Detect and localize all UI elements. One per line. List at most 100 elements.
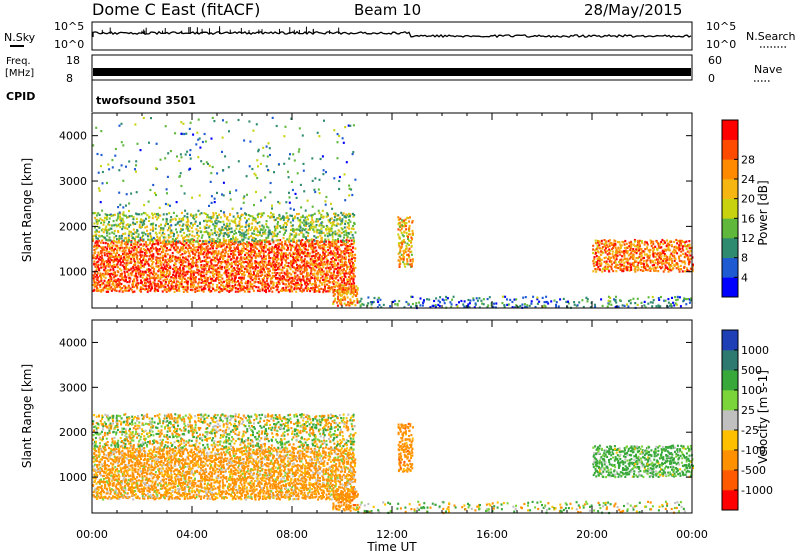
scatter-cell	[303, 223, 306, 226]
scatter-cell	[523, 303, 526, 306]
scatter-cell	[171, 251, 174, 255]
scatter-cell	[338, 253, 341, 256]
scatter-cell	[343, 295, 346, 298]
scatter-cell	[138, 223, 141, 226]
scatter-cell	[344, 250, 347, 253]
scatter-cell	[405, 222, 408, 225]
scatter-cell	[232, 235, 234, 238]
scatter-cell	[174, 287, 177, 291]
scatter-cell	[659, 253, 662, 256]
scatter-cell	[125, 237, 127, 240]
scatter-cell	[258, 212, 261, 215]
scatter-cell	[163, 270, 166, 273]
scatter-cell	[169, 254, 172, 257]
scatter-cell	[292, 251, 295, 254]
scatter-cell	[299, 270, 302, 273]
scatter-cell	[231, 207, 234, 210]
scatter-cell	[351, 193, 354, 197]
scatter-cell	[601, 246, 604, 249]
scatter-cell	[298, 245, 301, 248]
scatter-cell	[227, 232, 230, 235]
scatter-cell	[208, 285, 211, 288]
scatter-cell	[121, 287, 124, 290]
scatter-cell	[127, 272, 130, 275]
scatter-cell	[287, 170, 289, 173]
scatter-cell	[307, 252, 309, 255]
scatter-cell	[248, 222, 251, 226]
scatter-cell	[132, 221, 135, 224]
scatter-cell	[215, 212, 218, 215]
scatter-cell	[118, 256, 121, 259]
scatter-cell	[172, 287, 175, 290]
scatter-cell	[114, 258, 117, 261]
scatter-cell	[296, 281, 299, 284]
scatter-cell	[166, 192, 168, 195]
scatter-cell	[138, 240, 141, 243]
scatter-cell	[684, 252, 687, 255]
scatter-cell	[690, 257, 693, 260]
scatter-cell	[151, 242, 154, 245]
scatter-cell	[337, 271, 340, 274]
scatter-cell	[315, 249, 318, 252]
scatter-cell	[111, 224, 113, 227]
scatter-cell	[657, 252, 660, 255]
scatter-cell	[139, 248, 142, 251]
scatter-cell	[154, 227, 157, 230]
scatter-cell	[251, 219, 254, 222]
scatter-cell	[175, 201, 178, 204]
scatter-cell	[116, 282, 119, 285]
scatter-cell	[182, 256, 184, 259]
scatter-cell	[277, 242, 280, 245]
scatter-cell	[231, 242, 234, 245]
scatter-cell	[643, 243, 646, 246]
scatter-cell	[160, 282, 163, 285]
scatter-cell	[199, 258, 201, 261]
scatter-cell	[262, 267, 265, 270]
scatter-cell	[192, 281, 195, 284]
scatter-cell	[167, 284, 170, 287]
scatter-cell	[128, 246, 131, 249]
scatter-cell	[335, 254, 337, 257]
scatter-cell	[116, 238, 118, 241]
scatter-cell	[301, 242, 304, 245]
scatter-cell	[270, 211, 272, 214]
scatter-cell	[307, 272, 310, 275]
scatter-cell	[95, 256, 97, 259]
scatter-cell	[226, 229, 228, 232]
scatter-cell	[228, 234, 231, 237]
scatter-cell	[603, 239, 606, 242]
scatter-cell	[189, 149, 192, 152]
scatter-cell	[348, 260, 351, 263]
scatter-cell	[251, 286, 254, 289]
scatter-cell	[626, 251, 629, 255]
scatter-cell	[237, 118, 240, 122]
scatter-cell	[596, 250, 599, 253]
scatter-cell	[231, 240, 234, 243]
scatter-cell	[318, 284, 321, 287]
scatter-cell	[307, 278, 310, 281]
scatter-cell	[206, 265, 209, 268]
scatter-cell	[258, 249, 260, 252]
scatter-cell	[313, 269, 316, 272]
scatter-cell	[187, 235, 190, 238]
scatter-cell	[325, 290, 328, 293]
scatter-cell	[350, 251, 353, 255]
scatter-cell	[300, 286, 303, 289]
scatter-cell	[336, 133, 339, 136]
scatter-cell	[629, 264, 632, 267]
scatter-cell	[616, 263, 619, 266]
scatter-cell	[166, 243, 169, 246]
scatter-cell	[190, 273, 193, 276]
scatter-cell	[414, 304, 417, 307]
scatter-cell	[348, 194, 351, 197]
scatter-cell	[195, 259, 198, 262]
scatter-cell	[242, 277, 245, 280]
scatter-cell	[142, 231, 145, 234]
scatter-cell	[247, 265, 250, 268]
scatter-cell	[292, 219, 295, 222]
scatter-cell	[300, 268, 303, 271]
scatter-cell	[130, 260, 133, 263]
scatter-cell	[227, 219, 230, 222]
scatter-cell	[193, 222, 196, 225]
scatter-cell	[223, 213, 226, 216]
